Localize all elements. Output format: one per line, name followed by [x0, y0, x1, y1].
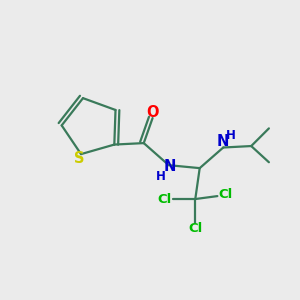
Text: Cl: Cl — [157, 193, 172, 206]
Text: Cl: Cl — [218, 188, 233, 201]
Text: N: N — [217, 134, 230, 148]
Text: H: H — [156, 170, 166, 183]
Text: S: S — [74, 151, 85, 166]
Text: Cl: Cl — [188, 222, 202, 235]
Text: N: N — [164, 159, 176, 174]
Text: O: O — [146, 105, 159, 120]
Text: H: H — [226, 129, 236, 142]
